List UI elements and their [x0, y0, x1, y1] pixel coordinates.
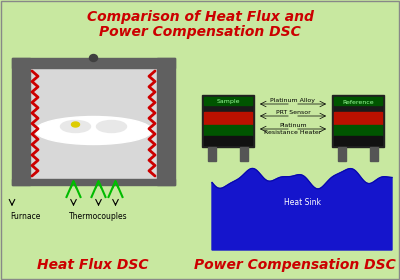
Text: Power Compensation DSC: Power Compensation DSC — [194, 258, 396, 272]
Ellipse shape — [72, 122, 80, 127]
Bar — [334, 112, 382, 124]
Polygon shape — [212, 169, 392, 250]
Ellipse shape — [96, 120, 126, 132]
Bar — [338, 147, 346, 161]
Bar — [208, 147, 216, 161]
Text: Sample: Sample — [216, 99, 240, 104]
Bar — [204, 112, 252, 124]
Bar — [12, 58, 30, 185]
Text: Platinum: Platinum — [279, 123, 307, 128]
Text: Platinum Alloy: Platinum Alloy — [270, 98, 316, 103]
Bar — [204, 97, 252, 111]
Bar — [332, 95, 384, 147]
Bar — [240, 147, 248, 161]
Bar — [370, 147, 378, 161]
Bar — [204, 136, 252, 145]
Text: Resistance Heater: Resistance Heater — [264, 130, 322, 135]
Text: Heat Flux DSC: Heat Flux DSC — [37, 258, 149, 272]
Bar — [157, 58, 175, 185]
Bar — [204, 125, 252, 135]
Text: Furnace: Furnace — [10, 212, 40, 221]
Bar — [334, 136, 382, 145]
Bar — [30, 68, 157, 179]
Ellipse shape — [60, 120, 90, 132]
Text: Comparison of Heat Flux and: Comparison of Heat Flux and — [86, 10, 314, 24]
Text: PRT Sensor: PRT Sensor — [276, 110, 310, 115]
Ellipse shape — [35, 116, 152, 144]
Text: Power Compensation DSC: Power Compensation DSC — [99, 25, 301, 39]
Bar — [204, 97, 252, 105]
Text: Reference: Reference — [342, 99, 374, 104]
Bar — [12, 58, 175, 68]
Bar — [334, 125, 382, 135]
Bar — [334, 97, 382, 105]
Ellipse shape — [90, 55, 98, 62]
Bar — [202, 95, 254, 147]
Bar — [12, 179, 175, 185]
Text: Heat Sink: Heat Sink — [284, 198, 320, 207]
Bar — [334, 97, 382, 111]
Text: Thermocouples: Thermocouples — [68, 212, 127, 221]
